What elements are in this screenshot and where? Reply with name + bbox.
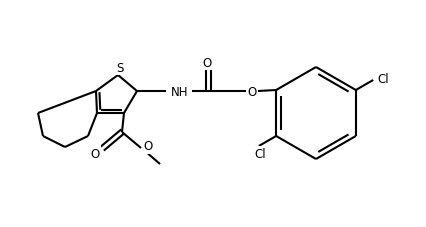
- Text: S: S: [116, 61, 124, 74]
- Text: Cl: Cl: [377, 72, 389, 85]
- Text: O: O: [202, 56, 212, 69]
- Text: O: O: [90, 147, 100, 160]
- Text: O: O: [144, 140, 153, 153]
- Text: NH: NH: [171, 85, 189, 98]
- Text: Cl: Cl: [254, 148, 266, 161]
- Text: O: O: [248, 85, 256, 98]
